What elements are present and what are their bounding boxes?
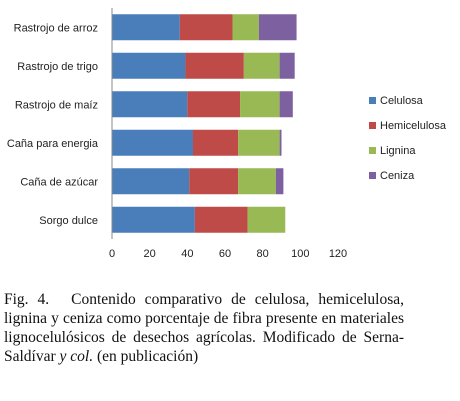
figure-caption: Fig. 4. Contenido comparativo de celulosa… [4, 290, 404, 366]
bar-segment-3-1 [232, 14, 259, 41]
bar-segment-2-6 [194, 206, 248, 233]
bar-segment-4-3 [279, 91, 293, 118]
bar-segment-2-2 [185, 52, 244, 79]
bar-segment-2-5 [189, 168, 239, 195]
x-tick-label: 60 [219, 248, 231, 260]
legend: Celulosa Hemicelulosa Lignina Ceniza [369, 95, 447, 182]
bar-segment-2-3 [187, 91, 241, 118]
category-labels: Rastrojo de arroz Rastrojo de trigo Rastro… [7, 22, 99, 227]
category-label: Rastrojo de trigo [17, 61, 98, 73]
x-tick-label: 120 [329, 248, 347, 260]
x-tick-label: 40 [181, 248, 193, 260]
stacked-bar-chart: Rastrojo de arroz Rastrojo de trigo Rastro… [7, 8, 447, 260]
category-label: Caña para energia [7, 138, 99, 150]
legend-label-2: Hemicelulosa [380, 120, 447, 132]
bar-segment-3-5 [238, 168, 276, 195]
x-tick-labels: 0 20 40 60 80 100 120 [109, 248, 347, 260]
legend-swatch-4 [369, 172, 376, 179]
x-tick-label: 20 [144, 248, 156, 260]
bar-segment-1-3 [112, 91, 188, 118]
bar-segment-1-6 [112, 206, 195, 233]
bar-segment-2-1 [179, 14, 233, 41]
legend-swatch-1 [369, 97, 376, 104]
bar-segment-1-2 [112, 52, 186, 79]
legend-label-4: Ceniza [380, 170, 415, 182]
caption-italic: y col. [59, 348, 94, 365]
bar-segment-4-5 [275, 168, 284, 195]
x-tick-label: 0 [109, 248, 115, 260]
bar-segment-3-4 [238, 129, 280, 156]
bar-segment-1-5 [112, 168, 190, 195]
x-tick-label: 80 [257, 248, 269, 260]
bar-segment-2-4 [192, 129, 239, 156]
category-label: Sorgo dulce [39, 215, 98, 227]
bar-segment-1-4 [112, 129, 193, 156]
category-label: Rastrojo de arroz [14, 22, 98, 34]
legend-label-3: Lignina [380, 145, 416, 157]
caption-text: Contenido comparativo de celulosa, hemic… [4, 291, 404, 365]
bar-segment-4-2 [279, 52, 295, 79]
bar-segment-3-6 [247, 206, 286, 233]
caption-label: Fig. 4. [4, 291, 50, 308]
legend-label-1: Celulosa [380, 95, 424, 107]
legend-swatch-3 [369, 147, 376, 154]
bar-segment-4-1 [258, 14, 297, 41]
bar-segment-3-3 [240, 91, 280, 118]
legend-swatch-2 [369, 122, 376, 129]
category-label: Caña de azúcar [20, 176, 98, 188]
x-tick-label: 100 [291, 248, 309, 260]
bar-segment-3-2 [243, 52, 280, 79]
category-label: Rastrojo de maíz [15, 99, 98, 111]
caption-text-end: (en publicación) [93, 348, 199, 365]
bars-group [112, 14, 297, 233]
bar-segment-4-4 [279, 129, 282, 156]
bar-segment-1-1 [112, 14, 180, 41]
